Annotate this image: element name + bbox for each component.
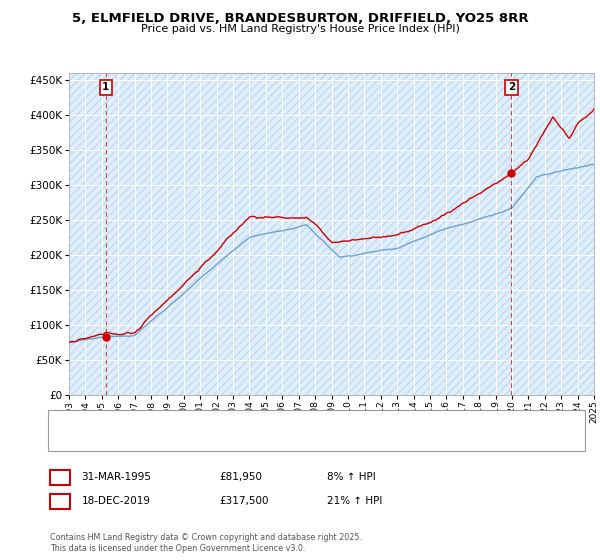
Text: 1: 1 (56, 472, 64, 482)
Text: 2: 2 (508, 82, 515, 92)
Text: 5, ELMFIELD DRIVE, BRANDESBURTON, DRIFFIELD, YO25 8RR: 5, ELMFIELD DRIVE, BRANDESBURTON, DRIFFI… (71, 12, 529, 25)
Text: £317,500: £317,500 (219, 496, 269, 506)
Text: 21% ↑ HPI: 21% ↑ HPI (327, 496, 382, 506)
Text: 18-DEC-2019: 18-DEC-2019 (82, 496, 151, 506)
Text: £81,950: £81,950 (219, 472, 262, 482)
Text: Contains HM Land Registry data © Crown copyright and database right 2025.
This d: Contains HM Land Registry data © Crown c… (50, 533, 362, 553)
Text: 31-MAR-1995: 31-MAR-1995 (82, 472, 152, 482)
Text: 2: 2 (56, 496, 64, 506)
Text: Price paid vs. HM Land Registry's House Price Index (HPI): Price paid vs. HM Land Registry's House … (140, 24, 460, 34)
Text: 8% ↑ HPI: 8% ↑ HPI (327, 472, 376, 482)
Text: 1: 1 (102, 82, 110, 92)
Text: HPI: Average price, detached house, East Riding of Yorkshire: HPI: Average price, detached house, East… (97, 436, 392, 446)
Text: 5, ELMFIELD DRIVE, BRANDESBURTON, DRIFFIELD, YO25 8RR (detached house): 5, ELMFIELD DRIVE, BRANDESBURTON, DRIFFI… (97, 417, 485, 427)
